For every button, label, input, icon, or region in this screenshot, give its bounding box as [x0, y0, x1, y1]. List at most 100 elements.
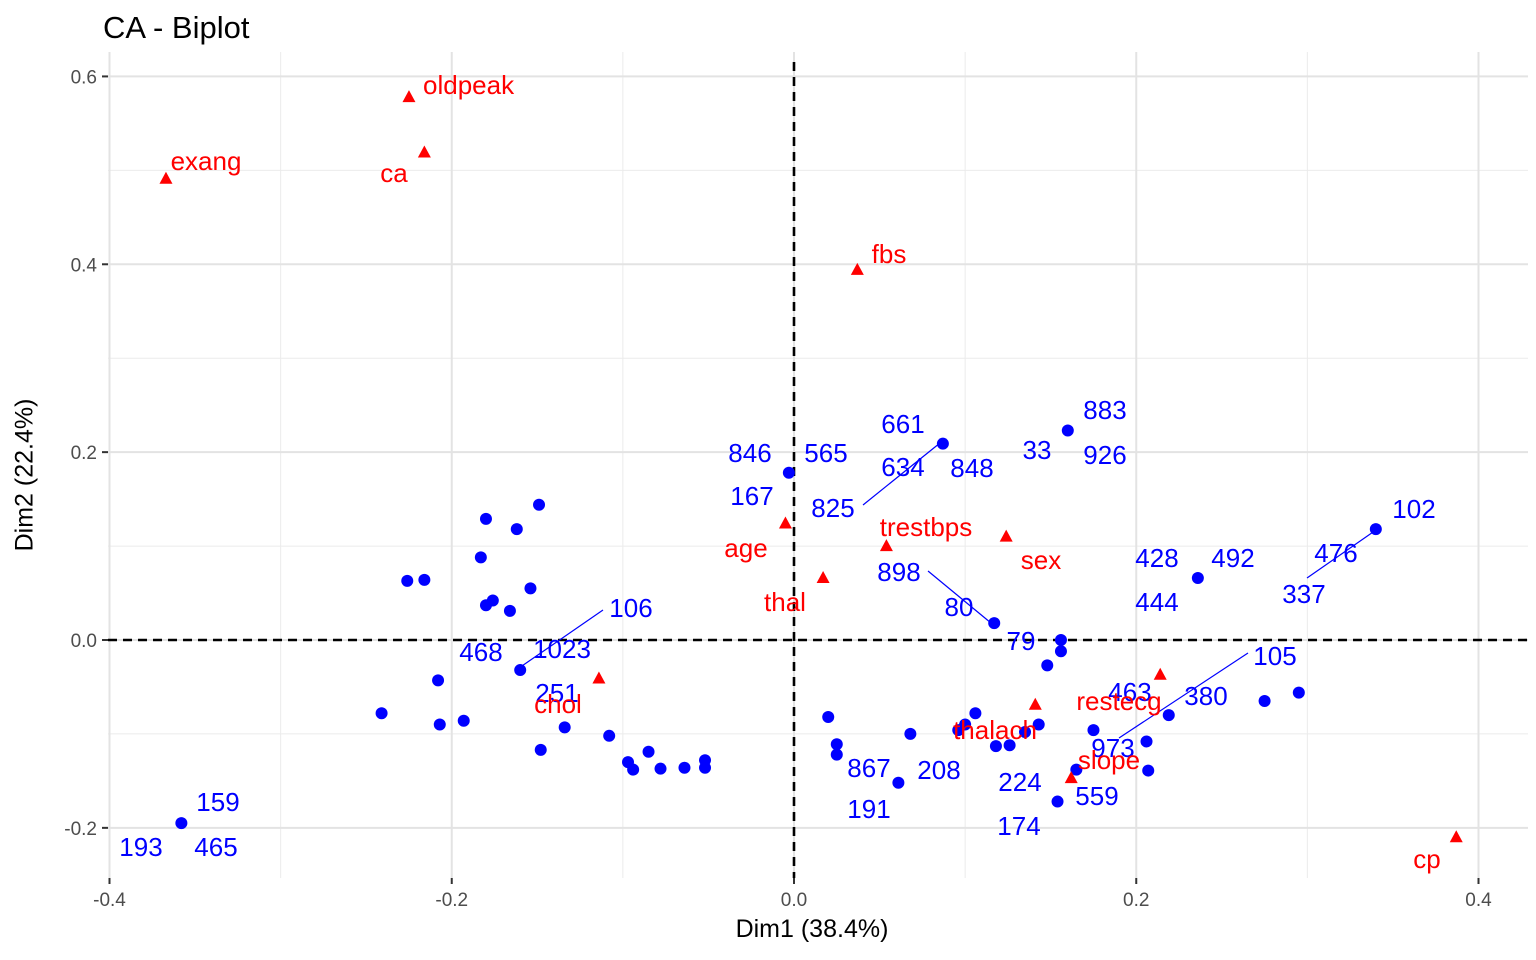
column-point-ca: [417, 145, 431, 158]
column-label-thalach: thalach: [953, 715, 1037, 745]
row-label: 468: [459, 637, 502, 667]
row-label: 191: [847, 794, 890, 824]
row-label: 559: [1075, 781, 1118, 811]
row-point: [1054, 634, 1067, 646]
row-label: 251: [535, 678, 578, 708]
row-point: [892, 776, 905, 789]
row-point: [1292, 686, 1305, 699]
row-point: [642, 745, 655, 758]
row-label: 106: [609, 593, 652, 623]
column-label-exang: exang: [171, 146, 242, 176]
row-label: 337: [1282, 579, 1325, 609]
row-label: 492: [1211, 543, 1254, 573]
column-label-ca: ca: [380, 158, 408, 188]
column-point-restecg: [1153, 667, 1167, 680]
leader-line: [862, 442, 941, 506]
row-point: [524, 582, 537, 595]
row-label: 1023: [533, 634, 591, 664]
row-label: 102: [1392, 494, 1435, 524]
row-point: [603, 729, 616, 742]
column-points: [159, 90, 1463, 843]
row-point: [1142, 764, 1155, 777]
column-label-oldpeak: oldpeak: [423, 70, 515, 100]
row-point: [627, 763, 640, 776]
column-point-sex: [999, 529, 1013, 542]
row-label: 846: [728, 438, 771, 468]
y-tick-label: 0.2: [71, 443, 97, 464]
row-point: [988, 617, 1001, 630]
x-tick-label: 0.4: [1465, 890, 1492, 911]
row-label: 973: [1091, 733, 1134, 763]
row-point: [989, 740, 1002, 753]
x-tick-label: 0.2: [1123, 890, 1149, 911]
row-point: [175, 817, 188, 830]
column-point-oldpeak: [402, 90, 416, 103]
row-point: [1087, 724, 1100, 737]
y-tick-label: 0.6: [71, 67, 97, 88]
row-label: 224: [998, 767, 1041, 797]
row-labels: 159 193 465 106 468 1023 251 846 565 167 825 661 634…: [119, 395, 1435, 862]
y-tick-label: 0.4: [71, 255, 98, 276]
row-point: [969, 707, 982, 720]
row-label: 634: [881, 452, 924, 482]
column-label-chol: chol: [534, 689, 582, 719]
column-point-thal: [816, 571, 830, 584]
row-point: [1041, 659, 1054, 672]
row-point: [1162, 709, 1175, 722]
row-label: 848: [950, 453, 993, 483]
row-label: 867: [847, 753, 890, 783]
chart-title: CA - Biplot: [103, 10, 250, 45]
row-point: [1054, 645, 1067, 658]
row-point: [1140, 735, 1153, 748]
row-label: 79: [1007, 626, 1036, 656]
row-label: 926: [1083, 440, 1126, 470]
row-point: [1032, 718, 1045, 731]
x-axis-label: Dim1 (38.4%): [735, 915, 889, 943]
column-labels: oldpeak ca exang fbs age trestbps sex thal chol r…: [171, 70, 1441, 874]
row-point: [1003, 739, 1016, 752]
column-point-thalach: [1028, 697, 1042, 710]
row-point: [822, 711, 835, 724]
row-point: [699, 761, 712, 774]
row-point: [1051, 795, 1064, 808]
row-point: [418, 573, 431, 586]
row-point: [830, 748, 843, 761]
row-label: 80: [945, 592, 974, 622]
column-point-trestbps: [879, 539, 893, 552]
row-point: [1258, 695, 1271, 708]
row-label: 33: [1023, 435, 1052, 465]
row-point: [457, 714, 470, 727]
column-point-cp: [1449, 830, 1463, 843]
row-point: [401, 574, 414, 587]
column-label-cp: cp: [1413, 844, 1440, 874]
row-label: 565: [804, 438, 847, 468]
row-point: [1191, 572, 1204, 585]
minor-gridlines: [108, 52, 1528, 878]
column-label-restecg: restecg: [1076, 686, 1161, 716]
row-point: [782, 466, 795, 479]
column-point-fbs: [850, 262, 864, 275]
row-label: 428: [1135, 543, 1178, 573]
column-point-exang: [159, 171, 173, 184]
row-point: [1369, 523, 1382, 536]
column-label-slope: slope: [1078, 745, 1140, 775]
leader-line: [927, 570, 992, 624]
column-point-slope: [1064, 771, 1078, 784]
y-tick-label: -0.2: [64, 819, 97, 840]
row-label: 167: [730, 481, 773, 511]
leader-line: [1118, 652, 1249, 739]
row-point: [952, 724, 965, 737]
row-label: 476: [1314, 538, 1357, 568]
row-point: [514, 664, 527, 677]
row-points: [175, 424, 1382, 830]
row-label: 825: [811, 493, 854, 523]
column-label-sex: sex: [1021, 545, 1061, 575]
row-point: [936, 437, 949, 450]
row-label: 105: [1253, 641, 1296, 671]
row-point: [904, 727, 917, 740]
row-point: [432, 674, 445, 687]
row-point: [533, 498, 546, 511]
row-point: [510, 523, 523, 536]
axes: -0.4 -0.2 0.0 0.2 0.4 -0.2 0.0 0.2 0.4 0.6: [64, 67, 1492, 911]
